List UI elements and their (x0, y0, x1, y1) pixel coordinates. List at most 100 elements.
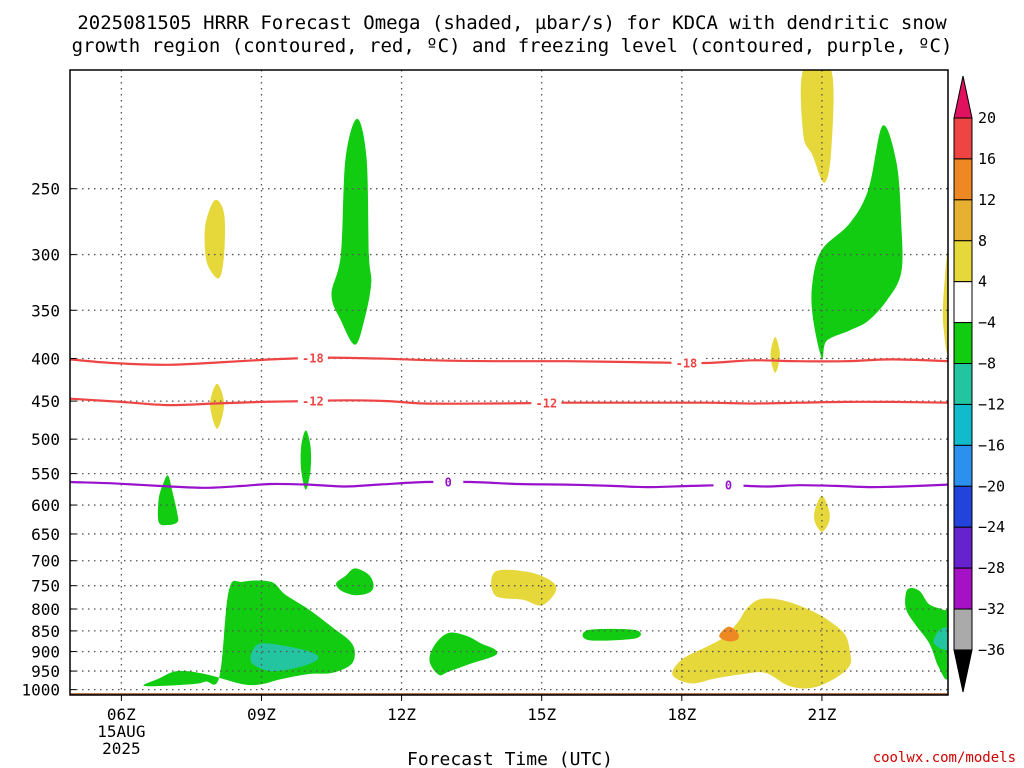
colorbar-label-8: −16 (978, 436, 1005, 454)
colorbar-label-7: −12 (978, 395, 1005, 413)
y-tick-label-650: 650 (31, 525, 60, 544)
colorbar-box-1 (953, 117, 973, 160)
y-tick-label-950: 950 (31, 662, 60, 681)
x-tick-year-06Z: 2025 (102, 739, 141, 758)
colorbar-label-13: −36 (978, 641, 1005, 659)
omega-region-15 (582, 628, 641, 641)
chart-title-line-2: growth region (contoured, red, ºC) and f… (72, 35, 953, 57)
x-tick-label-18Z: 18Z (667, 705, 696, 724)
chart-title-line-1: 2025081505 HRRR Forecast Omega (shaded, … (77, 12, 947, 34)
omega-region-8 (300, 430, 312, 490)
omega-region-7 (210, 383, 225, 429)
freezing-level-0-label-bg-2 (713, 477, 744, 493)
y-tick-label-350: 350 (31, 301, 60, 320)
colorbar-box-12 (953, 567, 973, 610)
colorbar-box-7 (953, 363, 973, 405)
x-tick-label-06Z: 06Z (107, 705, 136, 724)
colorbar-label-1: 16 (978, 150, 996, 168)
omega-region-1 (204, 199, 226, 279)
x-tick-label-15Z: 15Z (527, 705, 556, 724)
dendritic-minus18-label-bg-2 (671, 354, 702, 370)
omega-region-9 (157, 475, 179, 526)
colorbar-label-9: −20 (978, 477, 1005, 495)
dendritic-minus18-label-2: -18 (676, 356, 698, 370)
dendritic-minus18-label-bg-1 (297, 349, 328, 365)
colorbar-box-4 (953, 240, 973, 283)
x-axis-label: Forecast Time (UTC) (407, 749, 613, 768)
colorbar-label-12: −32 (978, 600, 1005, 618)
colorbar-box-2 (953, 158, 973, 201)
colorbar-label-10: −24 (978, 518, 1005, 536)
y-tick-label-700: 700 (31, 552, 60, 571)
freezing-level-0-label-bg-1 (433, 474, 464, 490)
dendritic-minus12-line (70, 397, 948, 407)
y-tick-label-300: 300 (31, 246, 60, 265)
y-tick-label-850: 850 (31, 622, 60, 641)
plot-area: -18 -18 -12 -12 0 0 (69, 69, 949, 696)
freezing-level-0-line (70, 480, 948, 489)
colorbar-box-6 (953, 322, 973, 365)
plot-frame (69, 69, 949, 696)
credit-link[interactable]: coolwx.com/models (873, 750, 1016, 766)
terrain-surface (70, 693, 948, 695)
omega-region-20 (933, 627, 948, 651)
omega-region-10 (814, 495, 830, 532)
dendritic-minus12-label-1: -12 (302, 394, 324, 408)
colorbar-label-11: −28 (978, 559, 1005, 577)
y-tick-label-900: 900 (31, 643, 60, 662)
y-tick-label-1000: 1000 (21, 681, 60, 700)
colorbar: 20 16 12 8 4 −4 −8 −12 −16 −20 −24 −28 −32 −36 (953, 75, 1005, 693)
colorbar-label-0: 20 (978, 109, 996, 127)
omega-region-3 (800, 70, 834, 183)
freezing-level-0-label-1: 0 (445, 476, 452, 490)
colorbar-label-5: −4 (978, 314, 996, 332)
freezing-level-0-label-2: 0 (725, 479, 732, 493)
y-tick-label-250: 250 (31, 180, 60, 199)
omega-region-14 (491, 569, 557, 606)
colorbar-box-11 (953, 526, 973, 569)
y-axis: 250 300 350 400 450 500 550 600 650 700 750 800 850 9… (21, 180, 76, 700)
grid-layer (70, 70, 948, 695)
colorbar-box-13 (953, 608, 973, 651)
contour-layer: -18 -18 -12 -12 0 0 (70, 349, 948, 493)
colorbar-box-8 (953, 403, 973, 446)
omega-region-13 (336, 568, 374, 596)
colorbar-box-5 (953, 281, 973, 324)
y-tick-label-750: 750 (31, 577, 60, 596)
y-tick-label-450: 450 (31, 392, 60, 411)
x-tick-label-12Z: 12Z (387, 705, 416, 724)
omega-shading-layer (143, 70, 948, 689)
dendritic-minus18-label-1: -18 (302, 351, 324, 365)
omega-region-16 (429, 632, 498, 676)
colorbar-box-9 (953, 444, 973, 487)
omega-region-17 (672, 598, 852, 689)
colorbar-box-10 (953, 485, 973, 528)
x-tick-label-09Z: 09Z (247, 705, 276, 724)
colorbar-label-4: 4 (978, 273, 987, 291)
omega-region-12 (250, 643, 319, 672)
omega-region-6 (770, 337, 780, 373)
omega-region-19 (905, 588, 948, 680)
colorbar-label-3: 8 (978, 232, 987, 250)
colorbar-bottom-arrow (953, 649, 973, 693)
terrain-layer (70, 693, 948, 695)
x-tick-date-06Z: 15AUG (97, 722, 145, 741)
y-tick-label-550: 550 (31, 465, 60, 484)
y-tick-label-400: 400 (31, 350, 60, 369)
colorbar-box-3 (953, 199, 973, 242)
colorbar-label-2: 12 (978, 191, 996, 209)
x-tick-label-21Z: 21Z (807, 705, 836, 724)
dendritic-minus12-label-bg-1 (297, 392, 328, 408)
y-tick-label-800: 800 (31, 600, 60, 619)
colorbar-label-6: −8 (978, 355, 996, 373)
dendritic-minus12-label-2: -12 (536, 396, 558, 410)
y-tick-label-600: 600 (31, 496, 60, 515)
omega-region-5 (942, 251, 948, 354)
dendritic-minus18-line (70, 356, 948, 366)
omega-region-2 (331, 118, 372, 345)
omega-region-4 (811, 125, 903, 360)
y-tick-label-500: 500 (31, 430, 60, 449)
